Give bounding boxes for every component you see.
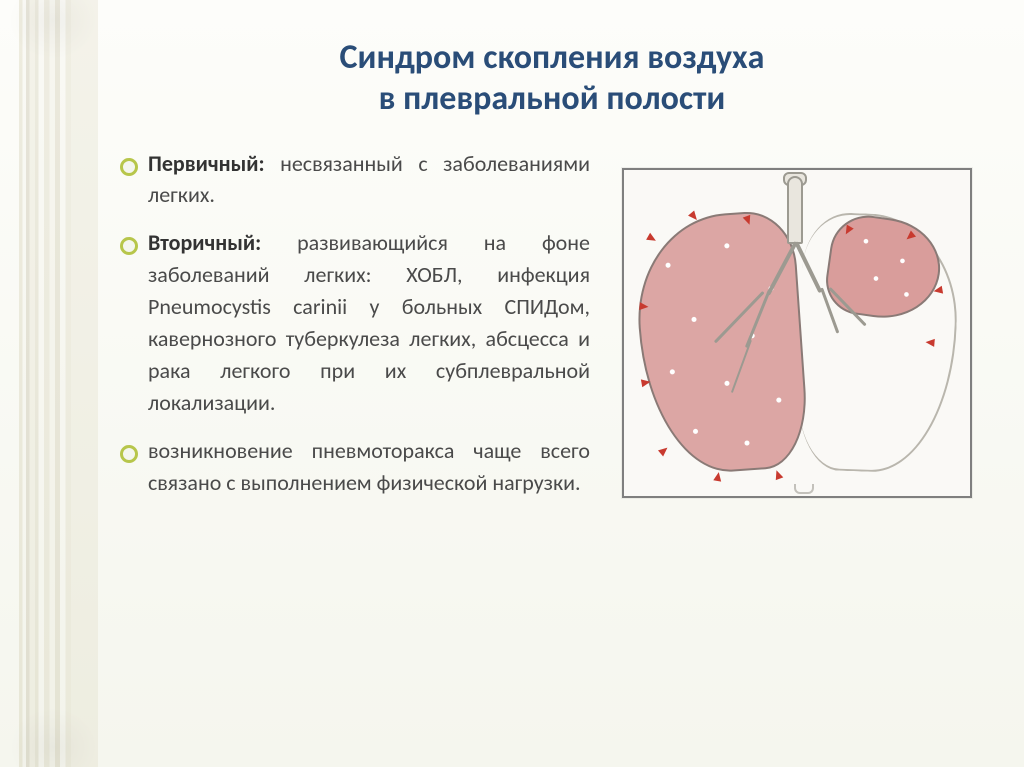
text-column: Первичный: несвязанный с заболеваниями л…: [120, 148, 590, 515]
image-column: [610, 148, 984, 498]
title-line-1: Синдром скопления воздуха: [340, 37, 765, 78]
crop-mark: [794, 484, 814, 494]
list-item: возникновение пневмоторакса чаще всего с…: [120, 435, 590, 499]
list-item: Первичный: несвязанный с заболеваниями л…: [120, 148, 590, 212]
slide-body: Синдром скопления воздуха в плевральной …: [0, 0, 1024, 767]
slide-title: Синдром скопления воздуха в плевральной …: [120, 38, 984, 120]
lung-right-patient: [631, 208, 811, 477]
bullet-lead: Первичный:: [148, 150, 265, 177]
air-arrow-icon: [925, 338, 935, 347]
air-arrow-icon: [641, 377, 651, 386]
air-arrow-icon: [639, 302, 649, 311]
air-arrow-icon: [933, 285, 943, 294]
air-arrow-icon: [658, 444, 670, 456]
bullet-lead: Вторичный:: [148, 229, 261, 256]
lungs-pneumothorax-diagram: [622, 168, 972, 498]
title-line-2: в плевральной полости: [379, 78, 726, 119]
air-arrow-icon: [713, 471, 722, 481]
air-arrow-icon: [646, 232, 658, 243]
bullet-list: Первичный: несвязанный с заболеваниями л…: [120, 148, 590, 499]
air-arrow-icon: [773, 468, 784, 479]
content-row: Первичный: несвязанный с заболеваниями л…: [120, 148, 984, 515]
bullet-text: развивающийся на фоне заболеваний легких…: [148, 229, 590, 415]
bullet-text: возникновение пневмоторакса чаще всего с…: [148, 437, 590, 496]
list-item: Вторичный: развивающийся на фоне заболев…: [120, 227, 590, 418]
trachea: [787, 176, 803, 244]
